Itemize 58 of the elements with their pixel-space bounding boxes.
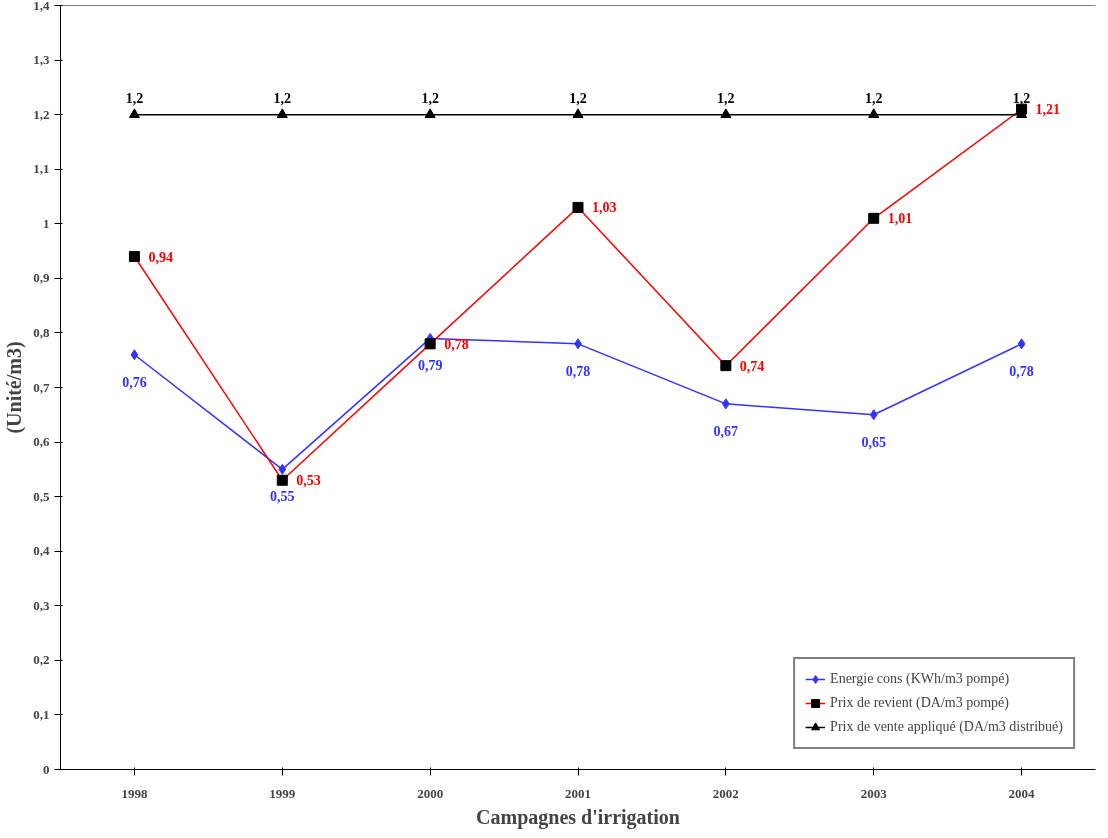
x-tick-label: 2004	[1008, 785, 1036, 801]
y-tick-label: 1,1	[33, 161, 50, 177]
point	[720, 108, 732, 119]
y-tick-label: 0	[43, 761, 50, 777]
data-label: 1,2	[1012, 90, 1031, 106]
data-label: 0,94	[148, 249, 173, 265]
x-tick-label: 2000	[417, 785, 444, 801]
data-label: 1,2	[569, 90, 587, 106]
data-label: 0,67	[713, 423, 739, 439]
point	[1017, 338, 1026, 350]
data-label: 1,01	[887, 211, 913, 227]
data-label: 1,2	[273, 90, 292, 106]
data-label: 0,79	[417, 358, 443, 374]
x-tick-label: 2001	[565, 785, 591, 801]
legend-label: Prix de revient (DA/m3 pompé)	[830, 695, 1009, 711]
x-tick-label: 1999	[269, 785, 296, 801]
y-tick-label: 1	[43, 215, 50, 231]
data-label: 1,21	[1035, 102, 1061, 118]
data-label: 1,2	[864, 90, 883, 106]
point	[130, 349, 139, 361]
data-label: 0,78	[565, 363, 591, 379]
y-tick-label: 0,3	[33, 597, 50, 613]
y-tick-label: 1,4	[33, 0, 50, 13]
legend-label: Prix de vente appliqué (DA/m3 distribué)	[830, 719, 1063, 735]
y-tick-label: 0,2	[33, 652, 50, 668]
data-label: 0,65	[861, 434, 886, 450]
y-axis-title: (Unité/m3)	[3, 341, 27, 434]
data-label: 0,76	[122, 374, 147, 390]
data-label: 0,78	[1009, 363, 1034, 379]
y-tick-label: 0,9	[33, 270, 50, 286]
data-label: 0,53	[296, 473, 321, 489]
data-label: 0,74	[739, 358, 765, 374]
x-tick-label: 2003	[860, 785, 888, 801]
legend-label: Energie cons (KWh/m3 pompé)	[830, 671, 1010, 687]
point	[868, 108, 880, 119]
y-tick-label: 0,7	[33, 379, 50, 395]
data-label: 1,03	[592, 200, 617, 216]
x-tick-label: 2002	[712, 785, 739, 801]
y-tick-label: 0,4	[33, 543, 50, 559]
point	[278, 463, 287, 475]
point	[424, 108, 436, 119]
point	[869, 409, 878, 421]
data-label: 1,2	[125, 90, 144, 106]
data-label: 1,2	[421, 90, 439, 106]
y-tick-label: 1,3	[33, 52, 50, 68]
point	[128, 108, 140, 119]
y-tick-label: 0,6	[33, 434, 50, 450]
x-axis-title: Campagnes d'irrigation	[476, 805, 680, 829]
data-label: 0,78	[444, 336, 469, 352]
data-label: 1,2	[717, 90, 735, 106]
point	[276, 108, 288, 119]
y-tick-label: 1,2	[33, 106, 50, 122]
point	[572, 108, 584, 119]
data-label: 0,55	[270, 489, 295, 505]
y-tick-label: 0,5	[33, 488, 50, 504]
x-tick-label: 1998	[121, 785, 148, 801]
y-tick-label: 0,8	[33, 324, 50, 340]
y-tick-label: 0,1	[33, 706, 50, 722]
